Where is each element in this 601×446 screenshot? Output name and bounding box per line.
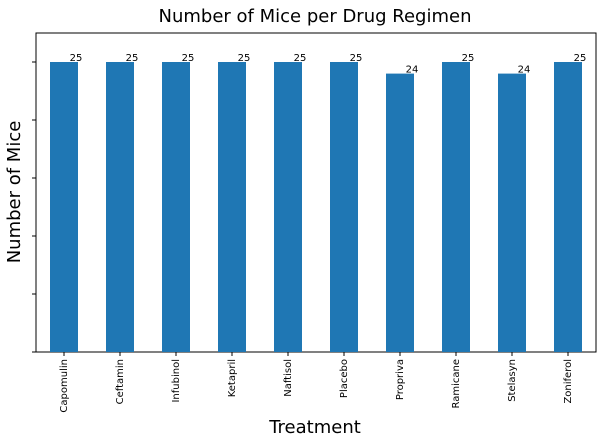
bar-zoniferol: [554, 62, 582, 352]
y-axis-ticks: [32, 61, 36, 353]
data-label-ketapril: 25: [238, 53, 251, 64]
bar-infubinol: [162, 62, 190, 352]
bar-placebo: [330, 62, 358, 352]
bar-capomulin: [50, 62, 78, 352]
bar-ramicane: [442, 62, 470, 352]
bar-ceftamin: [106, 62, 134, 352]
data-label-capomulin: 25: [70, 53, 83, 64]
x-axis-ticks: Capomulin Ceftamin Infubinol Ketapril Naftis…: [59, 352, 574, 413]
data-label-ramicane: 25: [462, 53, 475, 64]
x-tick-label-naftisol: Naftisol: [283, 359, 294, 397]
data-label-infubinol: 25: [182, 53, 195, 64]
bar-propriva: [386, 73, 414, 352]
x-axis-label: Treatment: [268, 417, 361, 438]
chart-title: Number of Mice per Drug Regimen: [159, 6, 472, 27]
data-label-placebo: 25: [350, 53, 363, 64]
x-tick-label-propriva: Propriva: [395, 359, 406, 400]
x-tick-label-ceftamin: Ceftamin: [115, 359, 126, 404]
data-label-stelasyn: 24: [518, 65, 531, 76]
x-tick-label-zoniferol: Zoniferol: [563, 359, 574, 404]
data-label-naftisol: 25: [294, 53, 307, 64]
x-tick-label-ramicane: Ramicane: [451, 359, 462, 409]
bar-naftisol: [274, 62, 302, 352]
x-tick-label-capomulin: Capomulin: [59, 359, 70, 413]
plot-area-frame: [35, 32, 597, 353]
data-label-ceftamin: 25: [126, 53, 139, 64]
bars: [50, 62, 582, 352]
y-axis-label: Number of Mice: [4, 121, 25, 264]
x-tick-label-placebo: Placebo: [339, 359, 350, 398]
data-label-propriva: 24: [406, 65, 419, 76]
data-label-zoniferol: 25: [574, 53, 587, 64]
bar-stelasyn: [498, 73, 526, 352]
data-labels: 25 25 25 25 25 25 24 25 24 25: [70, 53, 587, 76]
x-tick-label-stelasyn: Stelasyn: [507, 359, 518, 402]
bar-ketapril: [218, 62, 246, 352]
x-tick-label-infubinol: Infubinol: [171, 359, 182, 403]
x-tick-label-ketapril: Ketapril: [227, 359, 238, 397]
